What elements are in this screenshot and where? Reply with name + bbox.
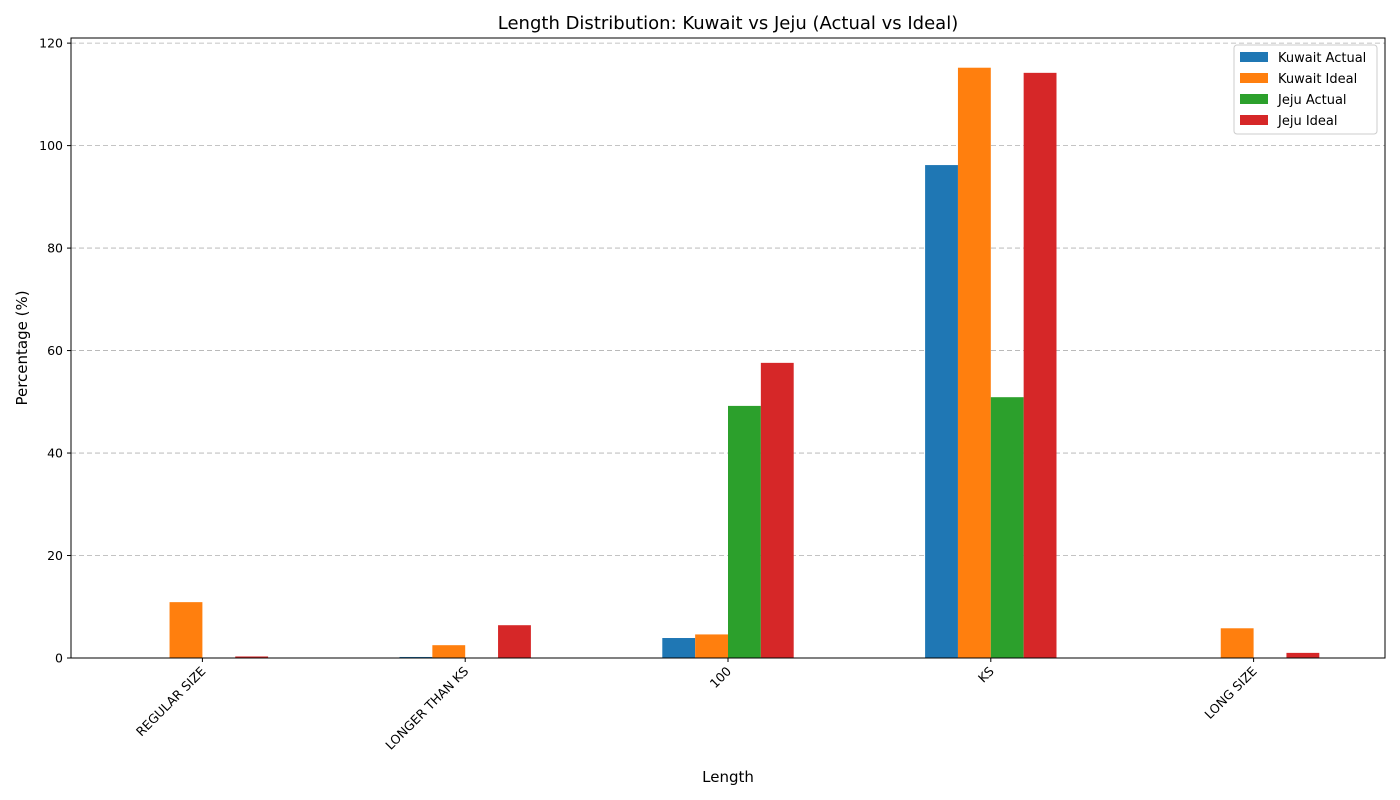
series-kuwait-ideal (169, 67, 1254, 659)
bar (399, 656, 433, 658)
bar (662, 638, 696, 658)
bar (957, 67, 991, 659)
legend-swatch (1240, 94, 1268, 104)
x-tick-label: KS (975, 663, 997, 685)
legend-label: Kuwait Ideal (1278, 72, 1357, 87)
series-kuwait-actual (399, 165, 958, 658)
legend-label: Jeju Actual (1277, 93, 1347, 108)
bar (1286, 652, 1320, 658)
x-axis: REGULAR SIZE LONGER THAN KS 100 KS LONG SIZE (133, 658, 1260, 753)
series-jeju-actual (728, 397, 1024, 658)
y-tick-label: 40 (47, 446, 63, 461)
bar (695, 634, 728, 658)
bar (498, 625, 531, 658)
x-tick-label: 100 (707, 663, 735, 691)
legend-swatch (1240, 73, 1268, 83)
x-axis-label: Length (702, 768, 754, 786)
legend: Kuwait Actual Kuwait Ideal Jeju Actual Jeju… (1233, 44, 1378, 135)
y-tick-label: 120 (39, 36, 63, 51)
chart-title: Length Distribution: Kuwait vs Jeju (Act… (498, 13, 958, 34)
bar (925, 165, 958, 658)
x-tick-label: REGULAR SIZE (133, 663, 209, 739)
bar (728, 405, 761, 658)
x-tick-label: LONGER THAN KS (382, 663, 471, 752)
bar (760, 362, 794, 658)
bar (990, 397, 1024, 658)
y-axis: 0 20 40 60 80 100 120 (39, 36, 71, 666)
bars (169, 67, 1320, 659)
y-tick-label: 20 (47, 548, 63, 563)
bar (169, 602, 203, 658)
legend-swatch (1240, 52, 1268, 62)
bar (1023, 72, 1057, 659)
y-tick-label: 60 (47, 343, 63, 358)
bar (1220, 628, 1254, 658)
y-tick-label: 80 (47, 241, 63, 256)
legend-label: Jeju Ideal (1277, 114, 1337, 129)
legend-swatch (1240, 115, 1268, 125)
x-tick-label: LONG SIZE (1201, 663, 1259, 721)
y-tick-label: 0 (55, 651, 63, 666)
bar (432, 645, 466, 658)
legend-label: Kuwait Actual (1278, 51, 1366, 66)
y-axis-label: Percentage (%) (13, 290, 31, 405)
series-jeju-ideal (235, 72, 1320, 659)
y-tick-label: 100 (39, 138, 63, 153)
bar (235, 656, 269, 658)
legend-frame (1233, 44, 1378, 135)
